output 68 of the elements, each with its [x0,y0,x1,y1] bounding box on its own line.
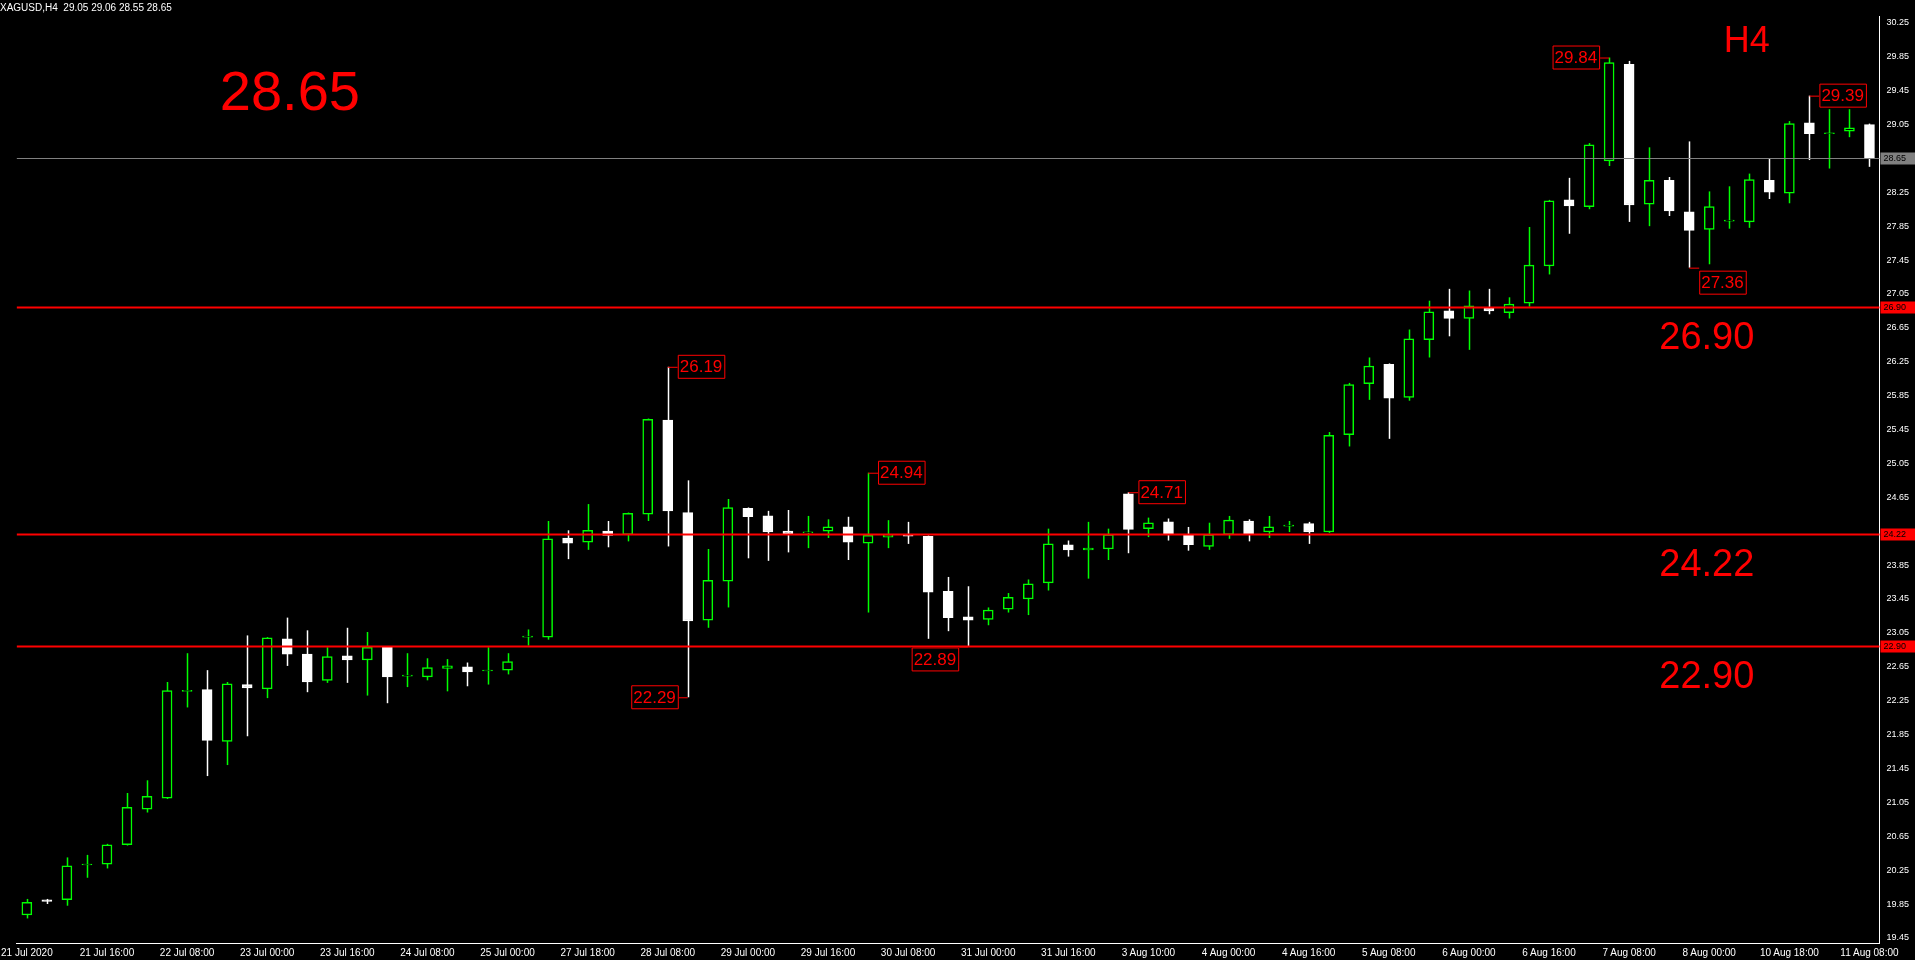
x-tick-label: 30 Jul 08:00 [880,946,936,958]
y-tick-label: 29.05 [1886,118,1910,129]
x-tick-label: 29 Jul 00:00 [720,946,776,958]
x-tick-label: 28 Jul 08:00 [640,946,696,958]
y-tick-label: 21.05 [1886,796,1910,807]
y-tick-label: 23.45 [1886,593,1910,604]
text: 24.22 [1659,541,1755,584]
annotation: 27.36 [1701,273,1744,293]
x-tick-label: 23 Jul 16:00 [320,946,375,958]
x-tick-label: 10 Aug 18:00 [1759,946,1820,958]
x-tick-label: 21 Jul 16:00 [79,946,135,958]
x-tick-label: 5 Aug 08:00 [1362,946,1416,958]
y-tick-label: 26.25 [1886,356,1910,367]
annotation: 22.89 [913,650,957,670]
ref-line-label: 26.90 [1883,301,1907,312]
annotation: 29.39 [1821,86,1864,106]
y-tick-label: 29.85 [1886,51,1910,62]
y-tick-label: 22.65 [1886,661,1910,672]
x-tick-label: 4 Aug 16:00 [1281,946,1336,958]
y-tick-label: 21.45 [1886,762,1910,773]
x-tick-label: 31 Jul 16:00 [1041,946,1097,958]
y-tick-label: 20.25 [1886,864,1910,875]
x-tick-label: 29 Jul 16:00 [800,946,856,958]
x-tick-label: 24 Jul 08:00 [400,946,456,958]
y-tick-label: 19.85 [1886,898,1910,909]
y-tick-label: 23.05 [1886,627,1910,638]
annotation: 22.29 [633,687,676,707]
y-tick-label: 27.45 [1886,254,1910,265]
y-tick-label: 26.65 [1886,322,1910,333]
annotation: 24.94 [880,463,923,483]
y-tick-label: 22.25 [1886,695,1910,706]
y-tick-label: 28.25 [1886,186,1910,197]
y-tick-label: 27.05 [1886,288,1910,299]
annotation: 29.84 [1554,48,1598,68]
annotation: 28.65 [219,59,360,123]
y-tick-label: 27.85 [1886,220,1910,231]
x-tick-label: 3 Aug 10:00 [1121,946,1176,958]
y-tick-label: 30.25 [1886,17,1910,28]
ref-line-label: 28.65 [1883,152,1907,163]
y-tick-label: 20.65 [1886,830,1910,841]
y-tick-label: 23.85 [1886,559,1910,570]
annotation: 24.71 [1140,482,1183,502]
x-tick-label: 27 Jul 18:00 [560,946,616,958]
text: 26.90 [1659,314,1755,357]
y-tick-label: 25.85 [1886,390,1910,401]
y-tick-label: 25.05 [1886,457,1910,468]
x-tick-label: 22 Jul 08:00 [159,946,215,958]
y-tick-label: 29.45 [1886,85,1910,96]
x-tick-label: 21 Jul 2020 [1,946,54,958]
x-tick-label: 6 Aug 00:00 [1442,946,1497,958]
ref-line-label: 24.22 [1883,528,1907,539]
x-tick-label: 6 Aug 16:00 [1522,946,1577,958]
x-tick-label: 25 Jul 00:00 [480,946,536,958]
y-tick-label: 19.45 [1886,932,1910,943]
x-tick-label: 31 Jul 00:00 [960,946,1016,958]
x-tick-label: 4 Aug 00:00 [1201,946,1256,958]
text: 22.90 [1659,653,1755,696]
y-tick-label: 24.65 [1886,491,1910,502]
x-tick-label: 7 Aug 08:00 [1602,946,1657,958]
y-tick-label: 25.45 [1886,423,1910,434]
chart-title: XAGUSD,H4 29.05 29.06 28.55 28.65 [0,1,173,13]
ref-line-label: 22.90 [1883,640,1907,651]
annotation: H4 [1723,18,1770,60]
x-tick-label: 11 Aug 08:00 [1840,946,1899,958]
annotation: 26.19 [679,357,723,377]
x-tick-label: 8 Aug 00:00 [1682,946,1737,958]
y-tick-label: 21.85 [1886,729,1910,740]
x-tick-label: 23 Jul 00:00 [239,946,295,958]
